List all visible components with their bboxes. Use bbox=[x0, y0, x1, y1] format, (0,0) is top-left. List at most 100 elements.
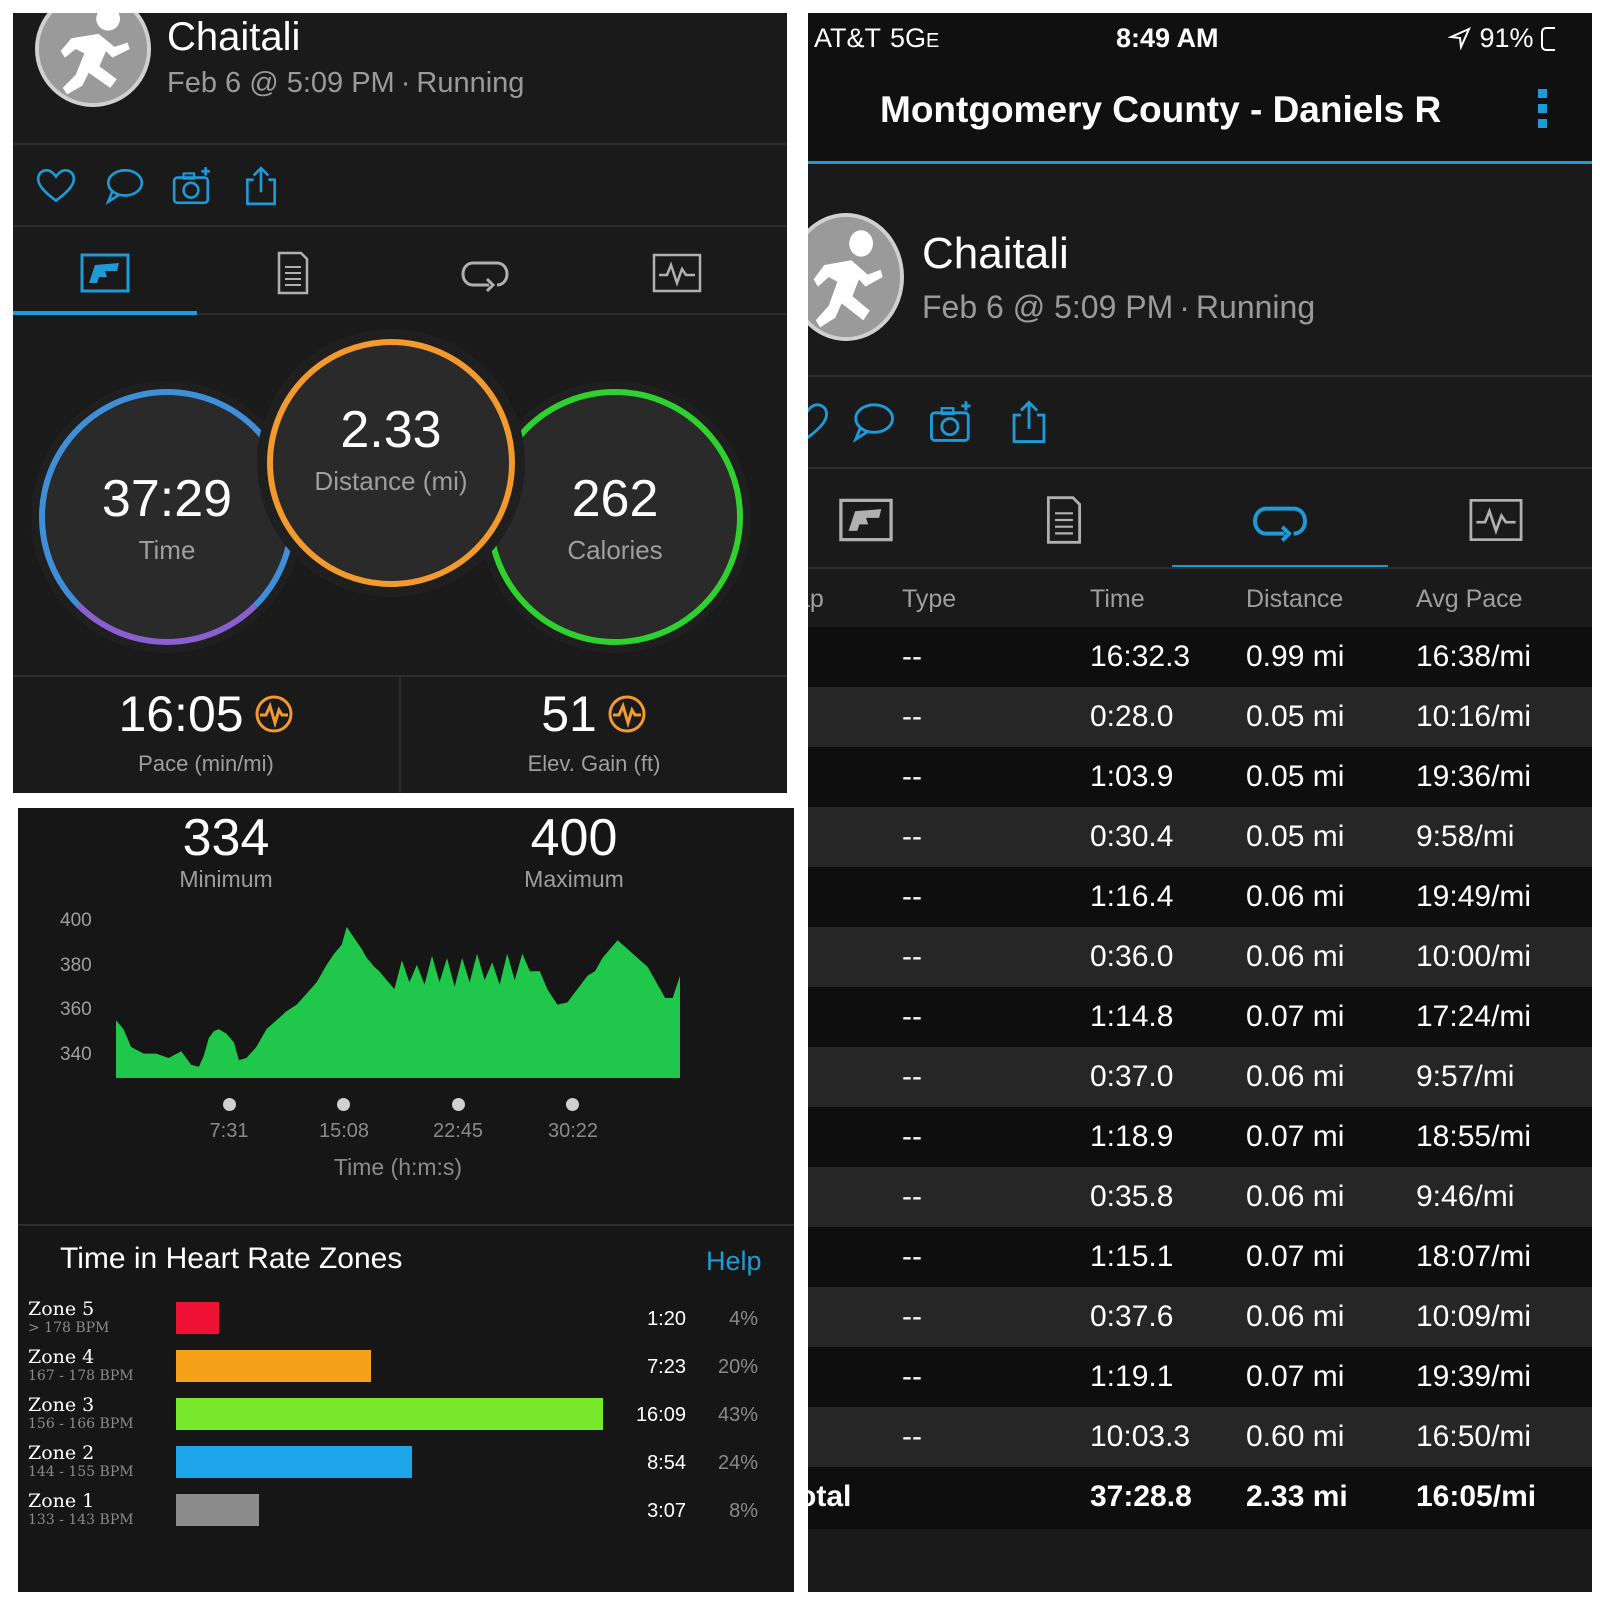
avatar[interactable] bbox=[35, 13, 151, 107]
tab-overview[interactable] bbox=[808, 475, 956, 565]
table-row[interactable]: -- 0:36.0 0.06 mi 10:00/mi bbox=[808, 927, 1592, 987]
zone-time: 7:23 bbox=[647, 1356, 686, 1378]
table-total-row[interactable]: otal 37:28.8 2.33 mi 16:05/mi bbox=[808, 1467, 1592, 1529]
help-link[interactable]: Help bbox=[706, 1246, 762, 1276]
table-row[interactable]: -- 0:30.4 0.05 mi 9:58/mi bbox=[808, 807, 1592, 867]
tab-charts[interactable] bbox=[1388, 475, 1592, 565]
lap-distance: 0.99 mi bbox=[1246, 640, 1345, 673]
lap-pace: 10:16/mi bbox=[1416, 700, 1532, 733]
tab-overview[interactable] bbox=[13, 233, 197, 313]
header-accent-line bbox=[808, 161, 1592, 164]
table-row[interactable]: -- 0:28.0 0.05 mi 10:16/mi bbox=[808, 687, 1592, 747]
y-tick-label: 360 bbox=[60, 999, 92, 1020]
tab-laps[interactable] bbox=[1172, 475, 1388, 565]
share-icon[interactable] bbox=[1006, 399, 1052, 445]
activity-subtitle: Feb 6 @ 5:09 PM · Running bbox=[167, 67, 524, 100]
x-tick-marker bbox=[566, 1098, 579, 1111]
runner-avatar-icon bbox=[808, 217, 900, 337]
zone-bar[interactable] bbox=[176, 1350, 371, 1382]
tab-charts[interactable] bbox=[581, 233, 773, 313]
lap-distance: 0.07 mi bbox=[1246, 1240, 1345, 1273]
elevation-stat[interactable]: 51 Elev. Gain (ft) bbox=[401, 685, 787, 777]
zone-bar[interactable] bbox=[176, 1398, 603, 1430]
add-photo-icon[interactable] bbox=[171, 165, 213, 207]
lap-type: -- bbox=[902, 640, 922, 673]
table-row[interactable]: -- 16:32.3 0.99 mi 16:38/mi bbox=[808, 627, 1592, 687]
column-header[interactable]: ap bbox=[808, 585, 824, 613]
zone-range: > 178 BPM bbox=[28, 1320, 110, 1336]
calories-label: Calories bbox=[567, 534, 663, 565]
elevation-chart-badge-icon bbox=[608, 695, 646, 733]
comment-icon[interactable] bbox=[103, 165, 145, 207]
app-header bbox=[808, 13, 1592, 165]
divider bbox=[13, 143, 787, 145]
table-row[interactable]: -- 0:37.0 0.06 mi 9:57/mi bbox=[808, 1047, 1592, 1107]
laps-panel: AT&T 5GE 8:49 AM 91% Montgomery County -… bbox=[808, 13, 1592, 1592]
x-tick-label: 7:31 bbox=[209, 1120, 249, 1142]
battery-status: 91% bbox=[1447, 23, 1556, 54]
lap-type: -- bbox=[902, 1060, 922, 1093]
avatar[interactable] bbox=[808, 213, 904, 341]
like-heart-icon[interactable] bbox=[35, 165, 77, 207]
x-tick-marker bbox=[337, 1098, 350, 1111]
lap-time: 1:14.8 bbox=[1090, 1000, 1174, 1033]
carrier-name: AT&T bbox=[814, 23, 881, 53]
battery-percent: 91% bbox=[1479, 23, 1534, 53]
lap-pace: 19:36/mi bbox=[1416, 760, 1532, 793]
zone-name: Zone 1 bbox=[28, 1490, 95, 1512]
x-tick-label: 15:08 bbox=[318, 1120, 370, 1142]
lap-type: -- bbox=[902, 880, 922, 913]
share-icon[interactable] bbox=[240, 165, 282, 207]
total-pace: 16:05/mi bbox=[1416, 1480, 1537, 1513]
table-row[interactable]: 0--0:35.80.06 mi9:46/mi bbox=[808, 1167, 1592, 1227]
activity-type: Running bbox=[416, 67, 525, 99]
time-ring: 37:29 Time bbox=[39, 389, 295, 645]
distance-value: 2.33 bbox=[340, 400, 442, 459]
y-tick-label: 340 bbox=[60, 1044, 92, 1065]
more-options-icon[interactable] bbox=[1538, 89, 1548, 134]
lap-type: -- bbox=[902, 1300, 922, 1333]
pace-stat[interactable]: 16:05 Pace (min/mi) bbox=[13, 685, 399, 777]
divider bbox=[13, 675, 787, 677]
y-tick-label: 400 bbox=[60, 910, 92, 931]
column-header[interactable]: Distance bbox=[1246, 585, 1344, 613]
zone-bar[interactable] bbox=[176, 1302, 219, 1334]
activity-subtitle: Feb 6 @ 5:09 PM · Running bbox=[922, 289, 1315, 326]
tab-stats[interactable] bbox=[956, 475, 1172, 565]
lap-distance: 0.05 mi bbox=[1246, 820, 1345, 853]
overview-icon bbox=[839, 498, 893, 542]
lap-pace: 19:49/mi bbox=[1416, 880, 1532, 913]
active-tab-indicator bbox=[13, 311, 197, 315]
calories-ring: 262 Calories bbox=[487, 389, 743, 645]
maximum-stat: 400 Maximum bbox=[454, 808, 694, 893]
cadence-area-chart[interactable] bbox=[18, 918, 794, 1218]
column-header[interactable]: Type bbox=[902, 585, 957, 613]
zone-range: 144 - 155 BPM bbox=[28, 1464, 134, 1480]
zone-bar[interactable] bbox=[176, 1494, 259, 1526]
lap-pace: 9:58/mi bbox=[1416, 820, 1515, 853]
activity-date: Feb 6 @ 5:09 PM bbox=[167, 67, 395, 99]
table-row[interactable]: -- 1:03.9 0.05 mi 19:36/mi bbox=[808, 747, 1592, 807]
lap-distance: 0.07 mi bbox=[1246, 1120, 1345, 1153]
activity-type: Running bbox=[1195, 289, 1316, 325]
table-row[interactable]: -- 1:18.9 0.07 mi 18:55/mi bbox=[808, 1107, 1592, 1167]
column-header[interactable]: Time bbox=[1090, 585, 1145, 613]
comment-icon[interactable] bbox=[850, 399, 896, 445]
lap-pace: 16:50/mi bbox=[1416, 1420, 1532, 1453]
zone-bar[interactable] bbox=[176, 1446, 412, 1478]
tab-stats[interactable] bbox=[197, 233, 389, 313]
like-heart-icon[interactable] bbox=[808, 399, 830, 445]
table-row[interactable]: -- 1:14.8 0.07 mi 17:24/mi bbox=[808, 987, 1592, 1047]
table-row[interactable]: -- 1:16.4 0.06 mi 19:49/mi bbox=[808, 867, 1592, 927]
divider bbox=[13, 225, 787, 227]
column-header[interactable]: Avg Pace bbox=[1416, 585, 1523, 613]
x-tick-label: 22:45 bbox=[432, 1120, 484, 1142]
stats-document-icon bbox=[277, 251, 309, 295]
lap-distance: 0.06 mi bbox=[1246, 1300, 1345, 1333]
add-photo-icon[interactable] bbox=[928, 399, 974, 445]
tab-laps[interactable] bbox=[389, 233, 581, 313]
